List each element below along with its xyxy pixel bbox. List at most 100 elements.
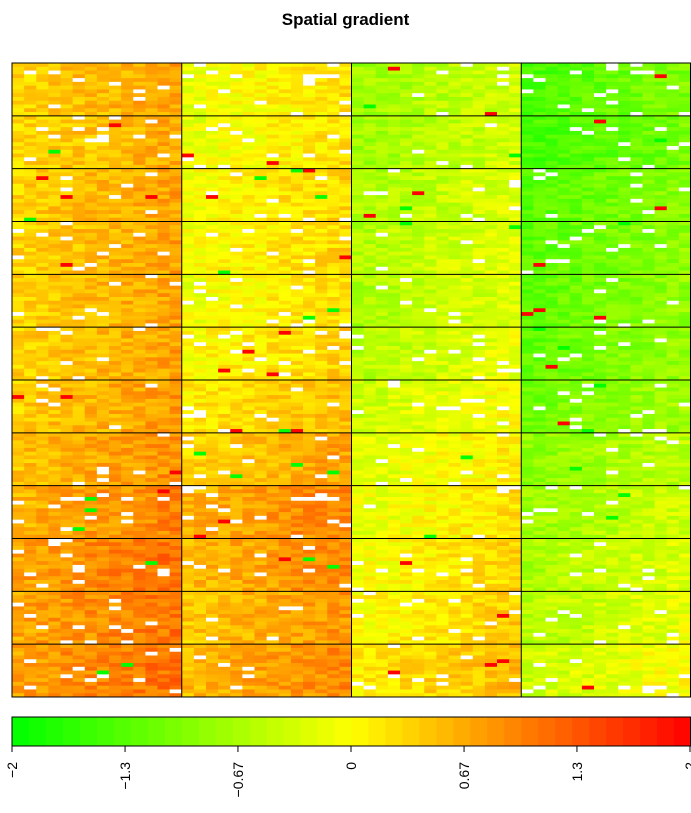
heatmap-cell: [678, 293, 691, 298]
heatmap-cell: [12, 176, 25, 181]
heatmap-cell: [533, 353, 546, 358]
heatmap-cell: [157, 127, 171, 132]
heatmap-cell: [412, 149, 425, 154]
heatmap-cell: [521, 364, 534, 370]
heatmap-cell: [278, 349, 292, 354]
heatmap-cell: [133, 210, 146, 215]
heatmap-cell: [24, 330, 37, 336]
heatmap-cell: [230, 210, 243, 215]
heatmap-cell: [557, 138, 571, 143]
heatmap-cell: [460, 191, 474, 196]
heatmap-cell: [157, 364, 171, 370]
heatmap-cell: [48, 206, 61, 211]
heatmap-cell: [290, 319, 304, 324]
heatmap-cell: [36, 278, 49, 283]
heatmap-cell: [169, 285, 183, 290]
heatmap-cell: [315, 123, 328, 128]
heatmap-cell: [315, 168, 328, 173]
heatmap-cell: [521, 346, 534, 351]
heatmap-cell: [24, 93, 37, 98]
heatmap-cell: [60, 157, 74, 162]
heatmap-cell: [521, 210, 534, 215]
heatmap-cell: [109, 429, 122, 434]
heatmap-cell: [351, 240, 365, 245]
heatmap-cell: [327, 115, 340, 120]
heatmap-cell: [121, 244, 134, 249]
heatmap-cell: [412, 202, 425, 207]
heatmap-cell: [678, 372, 691, 377]
heatmap-cell: [424, 130, 437, 136]
heatmap-cell: [533, 187, 546, 192]
heatmap-cell: [254, 289, 268, 294]
heatmap-cell: [169, 342, 183, 347]
heatmap-cell: [181, 127, 195, 132]
heatmap-cell: [133, 153, 146, 158]
heatmap-cell: [278, 217, 292, 222]
heatmap-cell: [157, 421, 171, 426]
heatmap-cell: [363, 232, 377, 237]
heatmap-cell: [303, 119, 316, 124]
heatmap-cell: [193, 96, 207, 102]
heatmap-cell: [72, 104, 86, 109]
heatmap-cell: [36, 334, 49, 339]
heatmap-cell: [339, 149, 352, 154]
heatmap-cell: [96, 187, 110, 192]
heatmap-cell: [84, 296, 98, 302]
heatmap-cell: [448, 364, 462, 370]
heatmap-cell: [678, 315, 691, 321]
heatmap-cell: [133, 330, 146, 336]
heatmap-cell: [278, 338, 292, 343]
heatmap-cell: [618, 179, 631, 185]
heatmap-cell: [521, 93, 534, 98]
heatmap-cell: [36, 232, 49, 237]
heatmap-cell: [424, 138, 437, 143]
heatmap-cell: [121, 346, 134, 351]
heatmap-cell: [133, 206, 146, 211]
heatmap-cell: [460, 202, 474, 207]
heatmap-cell: [545, 89, 559, 94]
heatmap-cell: [557, 130, 571, 136]
heatmap-cell: [24, 123, 37, 128]
heatmap-cell: [60, 232, 74, 237]
heatmap-cell: [545, 142, 559, 147]
heatmap-cell: [521, 221, 534, 226]
heatmap-cell: [48, 176, 61, 181]
heatmap-cell: [96, 179, 110, 185]
heatmap-cell: [96, 119, 110, 124]
heatmap-cell: [642, 100, 656, 105]
heatmap-cell: [484, 251, 498, 256]
heatmap-cell: [642, 372, 656, 377]
heatmap-cell: [460, 206, 474, 211]
heatmap-cell: [497, 183, 510, 188]
heatmap-cell: [472, 183, 486, 188]
heatmap-cell: [594, 308, 607, 313]
heatmap-cell: [545, 274, 559, 279]
heatmap-cell: [218, 361, 231, 366]
heatmap-cell: [581, 251, 595, 256]
heatmap-cell: [193, 308, 207, 313]
heatmap-cell: [133, 108, 146, 113]
heatmap-cell: [48, 240, 61, 245]
heatmap-cell: [642, 244, 656, 249]
heatmap-cell: [157, 327, 171, 332]
heatmap-cell: [327, 85, 340, 90]
heatmap-cell: [133, 289, 146, 294]
heatmap-cell: [569, 266, 583, 271]
heatmap-cell: [109, 202, 122, 207]
heatmap-cell: [460, 304, 474, 309]
heatmap-cell: [497, 179, 510, 185]
heatmap-cell: [509, 210, 522, 215]
heatmap-cell: [133, 96, 146, 102]
heatmap-cell: [242, 319, 255, 324]
heatmap-cell: [569, 240, 583, 245]
heatmap-cell: [60, 293, 74, 298]
heatmap-cell: [412, 138, 425, 143]
heatmap-cell: [169, 93, 183, 98]
heatmap-cell: [557, 342, 571, 347]
heatmap-cell: [24, 172, 37, 177]
heatmap-cell: [36, 157, 49, 162]
heatmap-cell: [48, 357, 61, 362]
heatmap-cell: [230, 251, 243, 256]
heatmap-cell: [133, 198, 146, 204]
heatmap-cell: [230, 232, 243, 237]
